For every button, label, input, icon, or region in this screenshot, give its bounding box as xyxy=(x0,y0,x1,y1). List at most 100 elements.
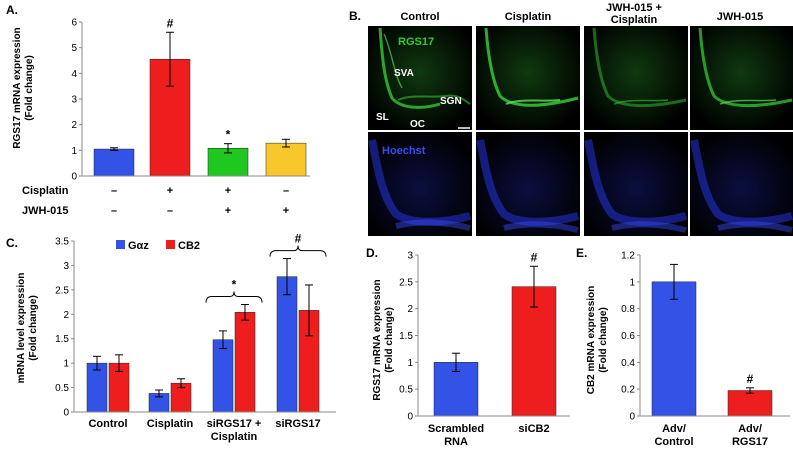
panel-c-category-label: Cisplatin xyxy=(147,418,194,430)
micrograph-hoechst-control xyxy=(368,132,472,236)
panel-d-tick-label: 3 xyxy=(407,251,413,262)
panel-a-row-jwh015: JWH-015 xyxy=(22,205,68,217)
panel-a-ylabel-line1: RGS17 mRNA expression xyxy=(12,27,23,148)
rgs17-stain-label: RGS17 xyxy=(398,36,434,48)
panel-e-tick-label: 0.2 xyxy=(621,385,635,396)
hoechst-stain-label: Hoechst xyxy=(382,145,426,157)
panel-e-ylabel-line1: CB2 mRNA expression xyxy=(586,286,597,395)
panel-d-bar xyxy=(511,286,557,417)
micrograph-hoechst-jwh-cisplatin xyxy=(584,132,688,236)
legend-swatch-galphaz xyxy=(116,240,125,249)
panel-c-ylabel-line2: (Fold change) xyxy=(28,295,39,361)
micrograph-hoechst-cisplatin xyxy=(476,132,580,236)
region-label-oc: OC xyxy=(410,119,425,130)
panel-e-category-label: RGS17 xyxy=(732,436,768,448)
region-label-sl: SL xyxy=(376,112,389,123)
panel-c-tick-label: 1.5 xyxy=(55,334,69,345)
panel-c-category-label: Cisplatin xyxy=(211,431,258,443)
panel-a-tick-label: 2 xyxy=(71,120,77,131)
panel-d-tick-label: 1.5 xyxy=(399,331,413,342)
panel-e-tick-label: 1 xyxy=(629,277,635,288)
panel-c-bar xyxy=(276,276,298,413)
panel-d-ylabel-line1: RGS17 mRNA expression xyxy=(372,279,383,400)
panel-b-col-jwh-cisplatin-sub: Cisplatin xyxy=(611,14,658,26)
panel-a-ylabel-line2: (Fold change) xyxy=(24,55,35,121)
panel-e-significance-mark: # xyxy=(747,372,754,386)
panel-a-treatment-mark: – xyxy=(283,185,289,197)
panel-a: A. RGS17 mRNA expression (Fold change) 0… xyxy=(6,3,310,217)
panel-e-label: E. xyxy=(576,246,587,260)
panel-d-tick-label: 1 xyxy=(407,358,413,369)
panel-a-treatment-mark: + xyxy=(167,185,173,197)
legend-label-galphaz: Gαz xyxy=(128,240,149,252)
panel-b-col-cisplatin: Cisplatin xyxy=(505,11,552,23)
panel-d-tick-label: 0.5 xyxy=(399,385,413,396)
panel-b-label: B. xyxy=(349,9,361,23)
panel-b-col-jwh015: JWH-015 xyxy=(717,11,763,23)
panel-a-label: A. xyxy=(6,3,18,17)
panel-c-tick-label: 2.5 xyxy=(55,285,69,296)
panel-e-category-label: Adv/ xyxy=(738,423,762,435)
panel-d-category-label: Scrambled xyxy=(428,423,484,435)
panel-a-tick-label: 5 xyxy=(71,43,77,54)
panel-c-label: C. xyxy=(6,236,18,250)
panel-e-tick-label: 0 xyxy=(629,412,635,423)
panel-d-significance-mark: # xyxy=(531,250,538,264)
region-label-sgn: SGN xyxy=(440,96,462,107)
panel-e-category-label: Control xyxy=(654,436,693,448)
panel-c-bar xyxy=(212,339,234,413)
panel-d-tick-label: 2.5 xyxy=(399,277,413,288)
panel-c-bracket xyxy=(269,245,327,257)
legend-label-cb2: CB2 xyxy=(178,240,200,252)
panel-d-ylabel-line2: (Fold change) xyxy=(384,307,395,373)
panel-a-bar xyxy=(265,142,307,177)
panel-c-tick-label: 3 xyxy=(63,261,69,272)
panel-c-significance-mark: * xyxy=(232,278,237,292)
panel-e-tick-label: 1.2 xyxy=(621,251,635,262)
panel-c-legend: Gαz CB2 xyxy=(116,240,200,252)
panel-a-significance-mark: * xyxy=(226,128,231,142)
panel-c: C. mRNA level expression (Fold change) 0… xyxy=(6,232,336,443)
panel-c-significance-mark: # xyxy=(295,232,302,246)
panel-a-significance-mark: # xyxy=(167,16,174,30)
panel-d-tick-label: 0 xyxy=(407,412,413,423)
panel-c-tick-label: 2 xyxy=(63,310,69,321)
legend-swatch-cb2 xyxy=(166,240,175,249)
panel-e: E. CB2 mRNA expression (Fold change) 0 0.… xyxy=(576,246,790,448)
panel-c-tick-label: 3.5 xyxy=(55,237,69,248)
panel-a-treatment-mark: – xyxy=(111,205,117,217)
panel-a-treatment-mark: + xyxy=(225,205,231,217)
panel-d: D. RGS17 mRNA expression (Fold change) 0… xyxy=(366,246,570,448)
panel-d-category-label: siCB2 xyxy=(518,423,549,435)
panel-c-category-label: siRGS17 xyxy=(275,418,320,430)
panel-a-treatment-mark: + xyxy=(283,205,289,217)
micrograph-rgs17-control xyxy=(368,26,472,130)
panel-c-category-label: siRGS17 + xyxy=(207,418,262,430)
micrograph-hoechst-jwh015 xyxy=(690,132,793,236)
panel-c-tick-label: 1 xyxy=(63,359,69,370)
panel-c-ylabel-line1: mRNA level expression xyxy=(16,273,27,384)
panel-e-category-label: Adv/ xyxy=(662,423,686,435)
panel-e-bar xyxy=(727,390,773,417)
panel-c-bar xyxy=(234,312,256,413)
panel-b-col-jwh-cisplatin: JWH-015 + xyxy=(606,2,662,14)
micrograph-rgs17-jwh015 xyxy=(690,26,793,130)
panel-e-bar xyxy=(651,281,697,417)
panel-a-tick-label: 1 xyxy=(71,146,77,157)
micrograph-rgs17-jwh-cisplatin xyxy=(584,26,688,130)
panel-d-label: D. xyxy=(366,246,378,260)
panel-e-ylabel-line2: (Fold change) xyxy=(598,307,609,373)
panel-a-tick-label: 6 xyxy=(71,18,77,29)
panel-c-category-label: Control xyxy=(88,418,127,430)
panel-e-tick-label: 0.6 xyxy=(621,331,635,342)
panel-a-tick-label: 0 xyxy=(71,172,77,183)
panel-a-treatment-mark: – xyxy=(167,205,173,217)
panel-d-tick-label: 2 xyxy=(407,304,413,315)
panel-a-tick-label: 4 xyxy=(71,69,77,80)
panel-a-bar xyxy=(93,148,135,177)
panel-a-tick-label: 3 xyxy=(71,95,77,106)
panel-b: B. Control Cisplatin JWH-015 + Cisplatin… xyxy=(349,2,793,236)
region-label-sva: SVA xyxy=(394,68,414,79)
panel-a-row-cisplatin: Cisplatin xyxy=(22,185,69,197)
panel-a-treatment-mark: + xyxy=(225,185,231,197)
